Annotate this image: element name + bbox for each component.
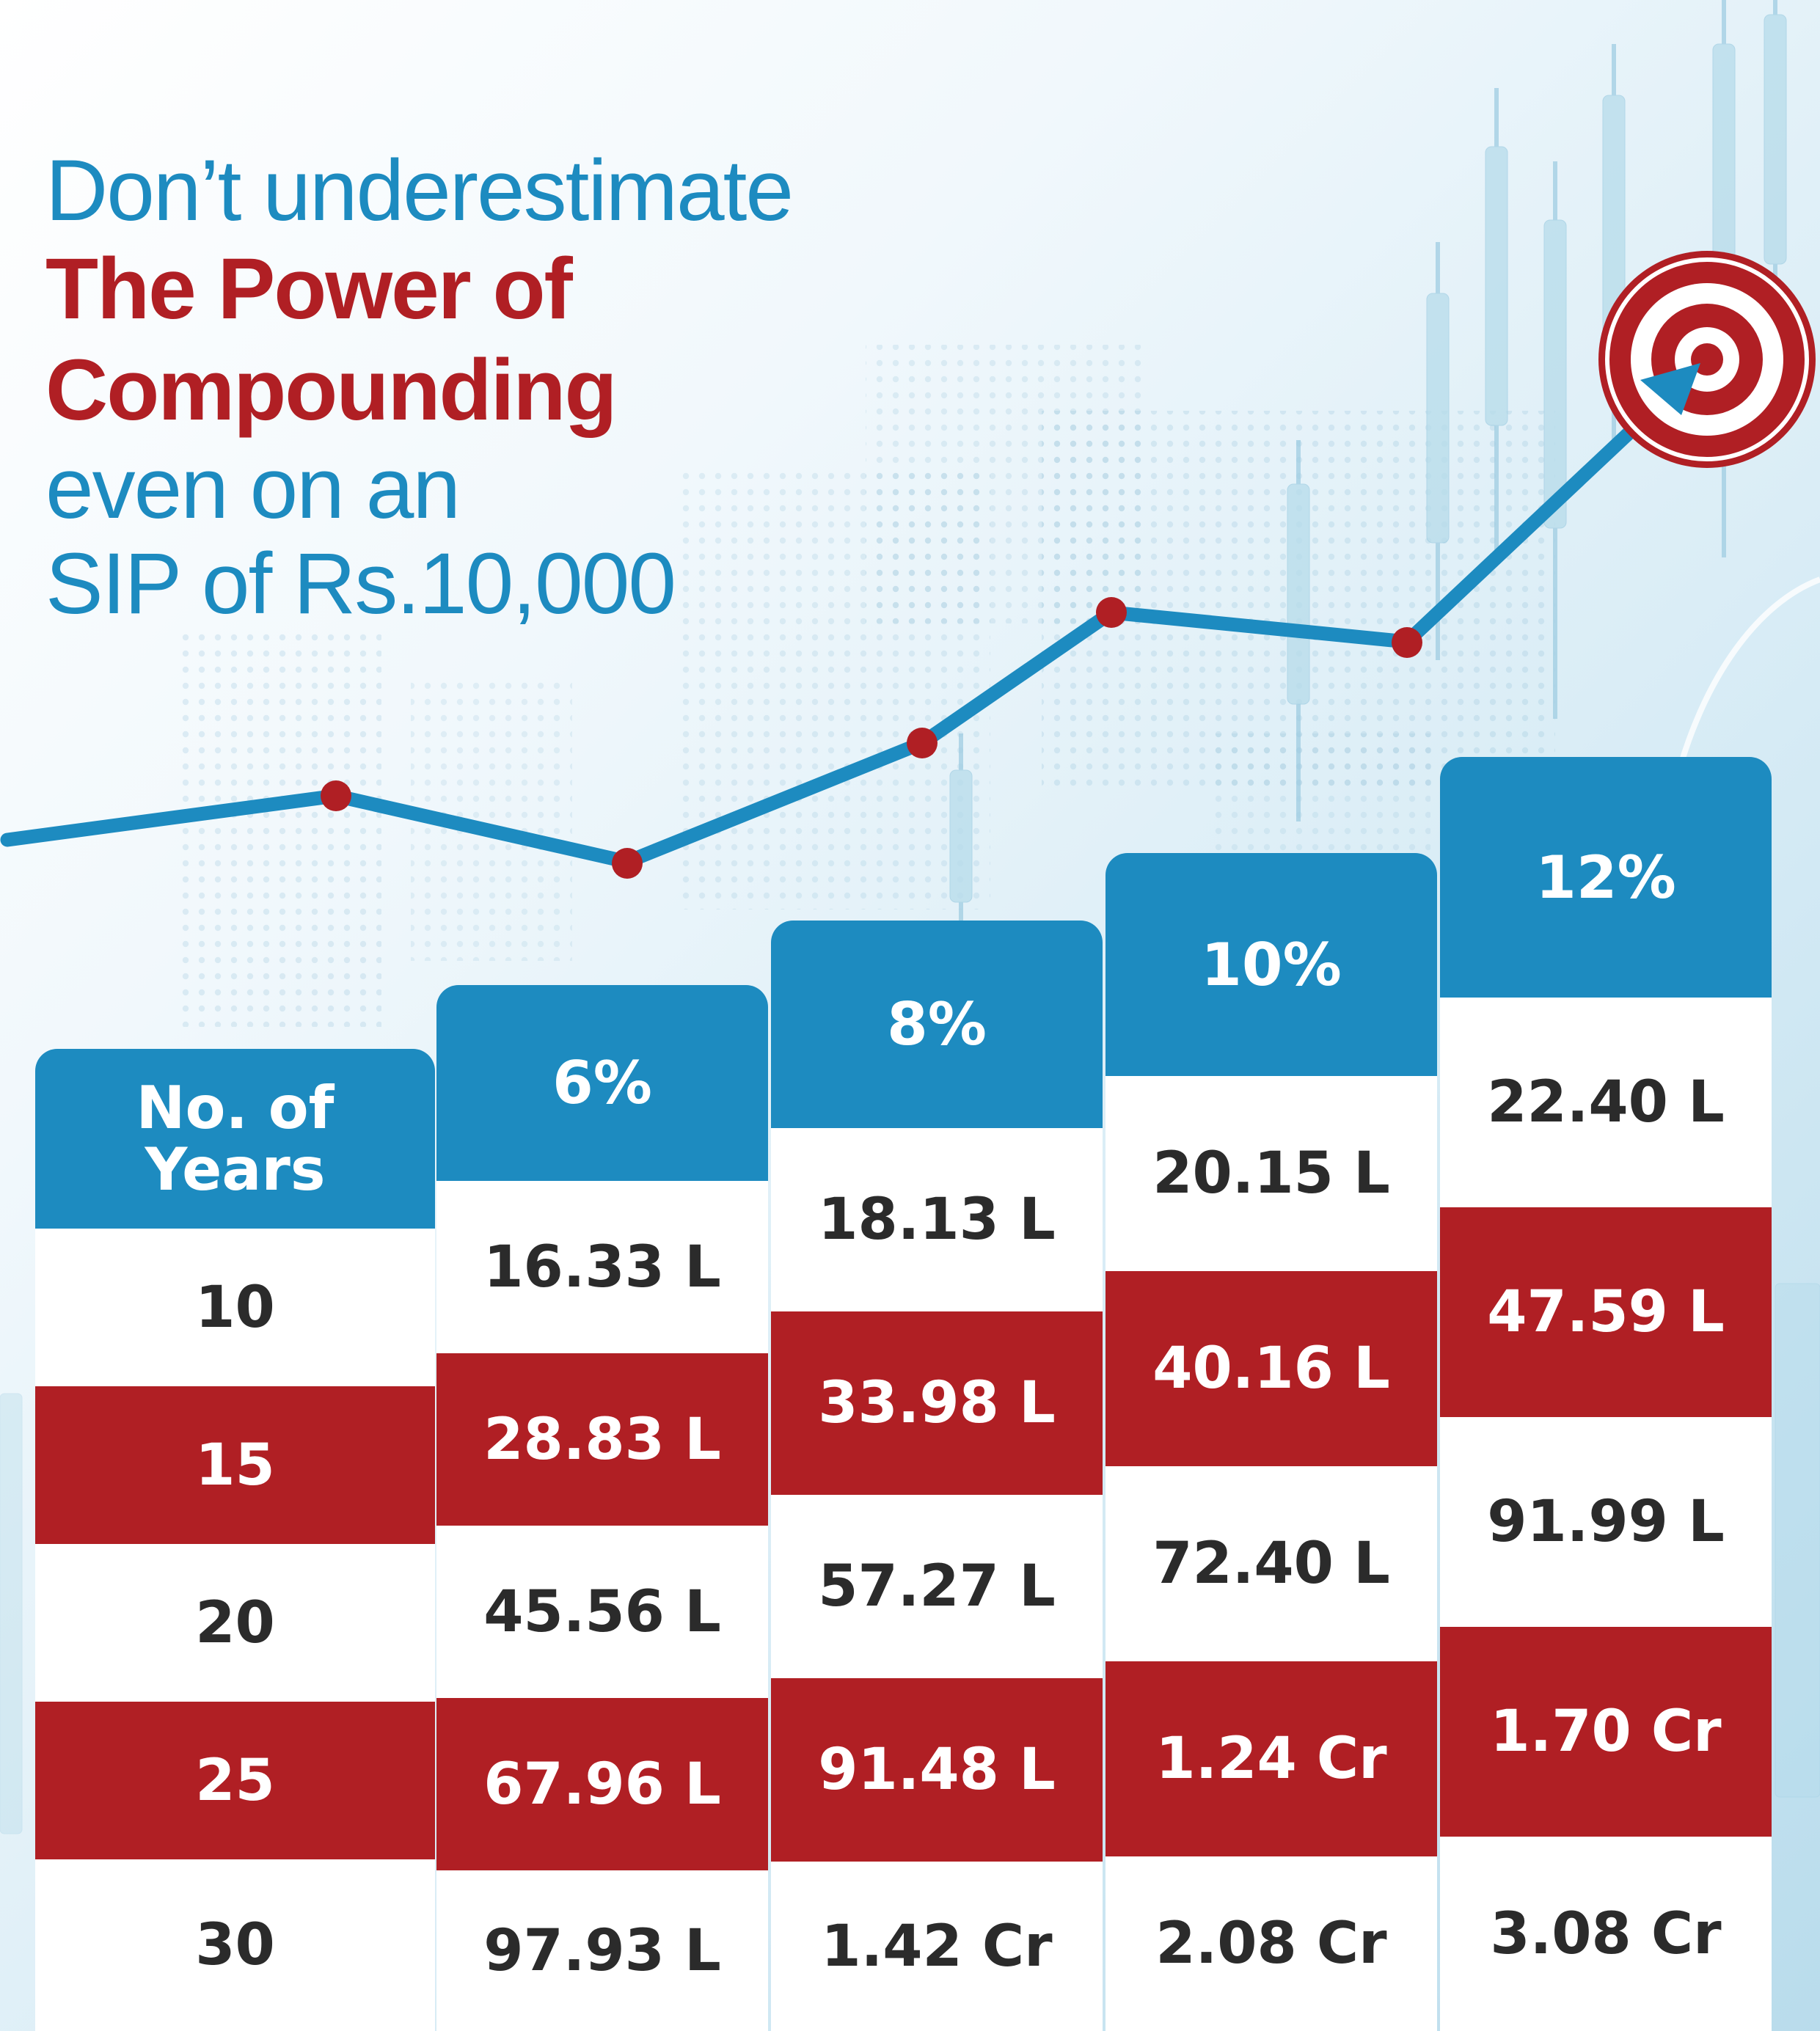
rate-column-12: 12% 22.40 L 47.59 L 91.99 L 1.70 Cr 3.08… (1440, 757, 1772, 2031)
headline-line-1: Don’t underestimate (45, 142, 794, 239)
headline: Don’t underestimate The Power of Compoun… (45, 142, 794, 632)
value-cell: 91.48 L (771, 1678, 1103, 1862)
rate-column-6: 6% 16.33 L 28.83 L 45.56 L 67.96 L 97.93… (436, 985, 768, 2031)
value-cell: 2.08 Cr (1105, 1856, 1437, 2031)
rate-header-10: 10% (1105, 853, 1437, 1076)
years-header: No. of Years (35, 1049, 435, 1229)
year-cell: 25 (35, 1702, 435, 1859)
value-cell: 1.42 Cr (771, 1862, 1103, 2031)
value-cell: 1.70 Cr (1440, 1627, 1772, 1837)
value-cell: 18.13 L (771, 1128, 1103, 1311)
headline-line-2: The Power of (45, 241, 573, 337)
years-column: No. of Years 10 15 20 25 30 (35, 1049, 435, 2031)
years-header-line-2: Years (145, 1135, 326, 1204)
headline-line-5: SIP of Rs.10,000 (45, 535, 676, 632)
target-icon (1598, 251, 1816, 468)
value-cell: 72.40 L (1105, 1466, 1437, 1661)
value-cell: 3.08 Cr (1440, 1837, 1772, 2031)
value-cell: 67.96 L (436, 1698, 768, 1870)
rate-header-8: 8% (771, 921, 1103, 1128)
value-cell: 16.33 L (436, 1181, 768, 1353)
year-cell: 30 (35, 1859, 435, 2031)
value-cell: 91.99 L (1440, 1417, 1772, 1627)
value-cell: 45.56 L (436, 1526, 768, 1698)
value-cell: 47.59 L (1440, 1207, 1772, 1417)
year-cell: 20 (35, 1544, 435, 1702)
rate-header-12: 12% (1440, 757, 1772, 998)
year-cell: 15 (35, 1386, 435, 1544)
rate-column-10: 10% 20.15 L 40.16 L 72.40 L 1.24 Cr 2.08… (1105, 853, 1437, 2031)
rate-column-8: 8% 18.13 L 33.98 L 57.27 L 91.48 L 1.42 … (771, 921, 1103, 2031)
value-cell: 20.15 L (1105, 1076, 1437, 1271)
value-cell: 97.93 L (436, 1870, 768, 2031)
value-cell: 57.27 L (771, 1495, 1103, 1678)
year-cell: 10 (35, 1229, 435, 1386)
value-cell: 40.16 L (1105, 1271, 1437, 1466)
rate-header-6: 6% (436, 985, 768, 1181)
arrow-head-icon (1640, 363, 1700, 415)
headline-line-4: even on an (45, 440, 461, 537)
value-cell: 28.83 L (436, 1353, 768, 1526)
value-cell: 1.24 Cr (1105, 1661, 1437, 1856)
headline-line-3: Compounding (45, 342, 618, 439)
years-header-line-1: No. of (136, 1073, 335, 1142)
value-cell: 33.98 L (771, 1311, 1103, 1495)
value-cell: 22.40 L (1440, 998, 1772, 1207)
